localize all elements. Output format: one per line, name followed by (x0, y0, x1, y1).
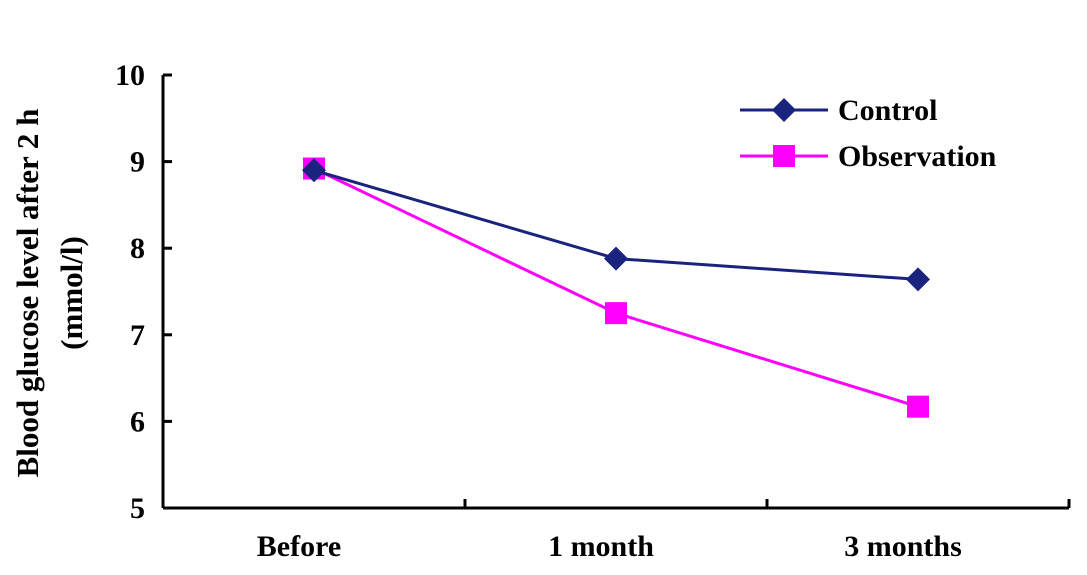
y-axis: 5 6 7 8 9 10 (115, 59, 172, 525)
y-tick-label: 10 (115, 59, 145, 92)
x-tick-label: 1 month (548, 530, 654, 563)
series-group (302, 157, 930, 418)
x-axis: Before 1 month 3 months (163, 499, 1071, 563)
x-tick-label: Before (257, 530, 341, 563)
data-point (906, 267, 930, 292)
y-tick-label: 7 (130, 319, 145, 352)
legend-marker (773, 145, 795, 167)
y-tick-label: 8 (130, 232, 145, 265)
series-control (302, 158, 930, 292)
x-tick-label: 3 months (844, 530, 962, 563)
series-observation (303, 157, 929, 418)
legend-label: Observation (838, 140, 997, 173)
y-tick-label: 6 (130, 405, 145, 438)
y-axis-title-line2: (mmol/l) (54, 236, 89, 350)
y-tick-label: 5 (130, 492, 145, 525)
legend-label: Control (838, 94, 937, 127)
data-point (907, 395, 929, 418)
series-line (313, 167, 919, 409)
y-axis-title-line1: Blood glucose level after 2 h (10, 109, 45, 478)
legend: Control Observation (740, 94, 997, 173)
data-point (605, 302, 627, 325)
y-tick-label: 9 (130, 146, 145, 179)
data-point (302, 158, 326, 183)
legend-marker (772, 98, 796, 122)
data-point (604, 246, 628, 271)
